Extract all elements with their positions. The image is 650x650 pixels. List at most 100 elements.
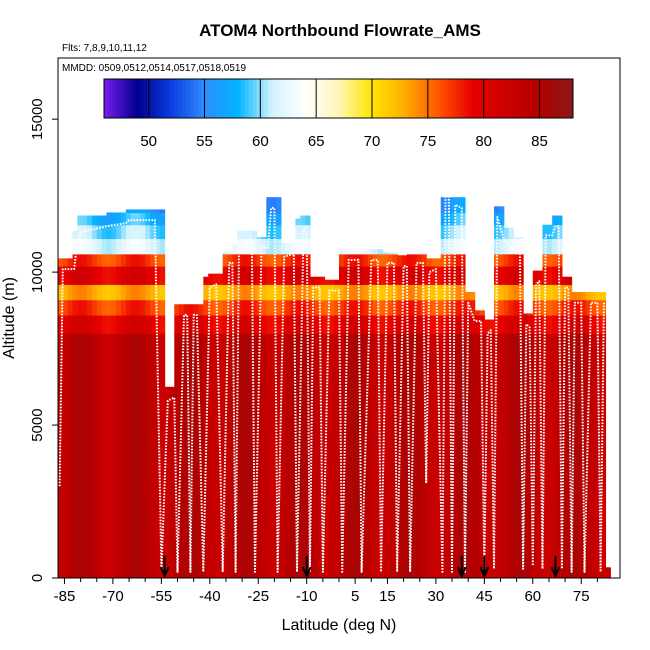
heatmap-cell: [217, 273, 224, 285]
heatmap-cell: [489, 319, 495, 334]
heatmap-cell: [368, 299, 374, 316]
heatmap-cell: [498, 206, 505, 214]
heatmap-cell: [397, 314, 403, 334]
heatmap-cell: [479, 333, 485, 578]
heatmap-cell: [246, 284, 253, 301]
heatmap-cell: [431, 299, 437, 316]
colorbar-segment: [240, 79, 246, 118]
heatmap-cell: [387, 314, 393, 334]
colorbar-tick-label: 85: [531, 133, 548, 150]
heatmap-cell: [145, 212, 151, 226]
heatmap-cell: [120, 212, 127, 226]
y-tick-label: 5000: [29, 408, 46, 441]
heatmap-cell: [96, 266, 103, 285]
heatmap-cell: [450, 212, 456, 226]
heatmap-cell: [91, 224, 98, 240]
heatmap-cell: [557, 253, 563, 267]
heatmap-cell: [561, 284, 568, 301]
heatmap-cell: [150, 238, 156, 255]
colorbar-segment: [131, 79, 136, 118]
heatmap-cell: [494, 253, 500, 267]
colorbar-segment: [287, 79, 293, 118]
heatmap-cell: [503, 227, 510, 240]
heatmap-cell: [503, 314, 510, 334]
x-tick-label: -70: [102, 588, 124, 605]
heatmap-cell: [154, 238, 161, 255]
heatmap-cell: [581, 314, 587, 334]
heatmap-cell: [445, 284, 452, 301]
colorbar-segment: [315, 79, 320, 118]
heatmap-cell: [406, 252, 413, 255]
heatmap-cell: [411, 252, 418, 255]
heatmap-cell: [527, 314, 534, 334]
heatmap-cell: [547, 333, 553, 578]
heatmap-cell: [276, 224, 282, 240]
heatmap-cell: [339, 266, 345, 285]
heatmap-cell: [368, 333, 374, 578]
heatmap-cell: [416, 266, 422, 285]
heatmap-cell: [140, 238, 146, 255]
heatmap-cell: [106, 284, 112, 301]
heatmap-cell: [101, 299, 108, 316]
heatmap-cell: [58, 258, 64, 267]
heatmap-cell: [566, 276, 573, 285]
chart-title: ATOM4 Northbound Flowrate_AMS: [199, 21, 481, 40]
heatmap-cell: [58, 314, 64, 334]
heatmap-cell: [256, 266, 263, 285]
heatmap-cell: [324, 333, 330, 578]
heatmap-cell: [222, 252, 229, 255]
heatmap-cell: [450, 314, 456, 334]
heatmap-cell: [183, 314, 190, 334]
heatmap-cell: [91, 314, 98, 334]
heatmap-cell: [435, 333, 442, 578]
heatmap-cell: [358, 299, 364, 316]
heatmap-cell: [557, 299, 563, 316]
heatmap-cell: [62, 266, 69, 285]
heatmap-cell: [595, 333, 602, 578]
heatmap-cell: [130, 238, 137, 255]
heatmap-cell: [150, 284, 156, 301]
colorbar-segment: [447, 79, 453, 118]
heatmap-cell: [406, 266, 413, 285]
colorbar-segment: [565, 79, 570, 118]
heatmap-cell: [96, 299, 103, 316]
heatmap-cell: [77, 224, 83, 240]
heatmap-cell: [130, 212, 137, 226]
heatmap-cell: [343, 314, 350, 334]
colorbar-segment: [127, 79, 132, 118]
heatmap-cell: [82, 299, 88, 316]
heatmap-cell: [271, 333, 277, 578]
colorbar-segment: [119, 79, 125, 118]
heatmap-cell: [91, 284, 98, 301]
heatmap-cell: [285, 253, 292, 267]
heatmap-cell: [72, 230, 78, 240]
heatmap-cell: [246, 333, 253, 578]
heatmap-cell: [392, 299, 398, 316]
heatmap-cell: [372, 333, 379, 578]
heatmap-cell: [503, 266, 510, 285]
heatmap-cell: [135, 224, 141, 240]
x-tick-label: 75: [573, 588, 590, 605]
heatmap-cell: [576, 314, 582, 334]
heatmap-cell: [290, 266, 296, 285]
colorbar-segment: [291, 79, 297, 118]
heatmap-cell: [372, 314, 379, 334]
heatmap-cell: [363, 266, 369, 285]
x-tick-label: -10: [296, 588, 318, 605]
heatmap-cell: [276, 266, 282, 285]
heatmap-cell: [469, 292, 476, 301]
colorbar-segment: [408, 79, 414, 118]
heatmap-cell: [251, 238, 258, 255]
heatmap-cell: [382, 253, 389, 267]
colorbar-segment: [225, 79, 230, 118]
heatmap-cell: [242, 314, 248, 334]
heatmap-cell: [450, 284, 456, 301]
heatmap-cell: [387, 253, 393, 267]
heatmap-cell: [518, 284, 524, 301]
heatmap-cell: [237, 299, 243, 316]
x-tick-label: 60: [524, 588, 541, 605]
heatmap-cell: [77, 238, 83, 255]
heatmap-cell: [96, 314, 103, 334]
heatmap-cell: [455, 197, 461, 214]
heatmap-cell: [450, 299, 456, 316]
